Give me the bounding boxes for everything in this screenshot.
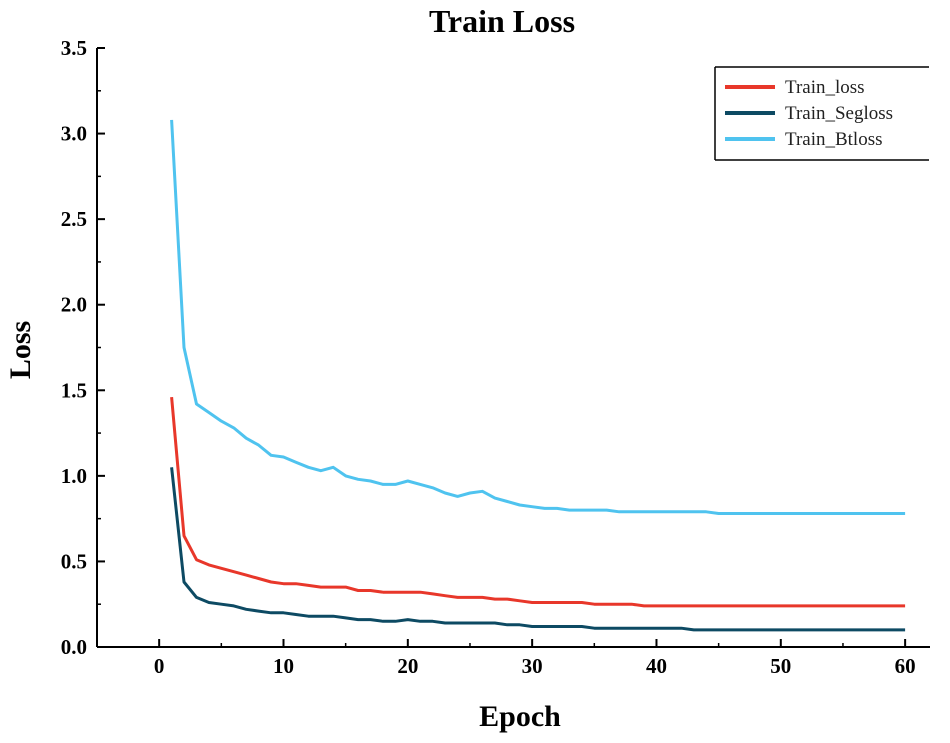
y-tick-label: 1.0 xyxy=(61,464,87,488)
x-tick-label: 50 xyxy=(770,654,791,678)
y-tick-label: 2.0 xyxy=(61,293,87,317)
y-tick-label: 0.0 xyxy=(61,635,87,659)
x-axis-title: Epoch xyxy=(479,700,561,733)
y-tick-label: 2.5 xyxy=(61,207,87,231)
x-tick-label: 40 xyxy=(646,654,667,678)
x-axis: 0 10 20 30 40 50 60 xyxy=(154,639,916,678)
x-tick-label: 60 xyxy=(895,654,916,678)
series-line-train-btloss xyxy=(170,119,906,515)
legend-label-train-segloss: Train_Segloss xyxy=(785,103,893,124)
y-axis-title: Loss xyxy=(4,321,37,379)
series-line-train-segloss xyxy=(170,467,906,632)
y-tick-label: 0.5 xyxy=(61,549,87,573)
x-tick-label: 20 xyxy=(397,654,418,678)
series-lines xyxy=(170,119,906,632)
y-tick-label: 3.0 xyxy=(61,122,87,146)
y-tick-label: 3.5 xyxy=(61,36,87,60)
x-tick-label: 0 xyxy=(154,654,165,678)
legend-label-train-btloss: Train_Btloss xyxy=(785,129,883,150)
legend: Train_loss Train_Segloss Train_Btloss xyxy=(714,66,929,161)
chart-title: Train Loss xyxy=(429,3,575,39)
series-line-train-loss xyxy=(170,396,906,608)
y-tick-label: 1.5 xyxy=(61,378,87,402)
legend-label-train-loss: Train_loss xyxy=(785,77,865,98)
x-tick-label: 10 xyxy=(273,654,294,678)
x-tick-label: 30 xyxy=(522,654,543,678)
y-axis: 0.0 0.5 1.0 1.5 2.0 2.5 3.0 3.5 xyxy=(61,36,105,659)
